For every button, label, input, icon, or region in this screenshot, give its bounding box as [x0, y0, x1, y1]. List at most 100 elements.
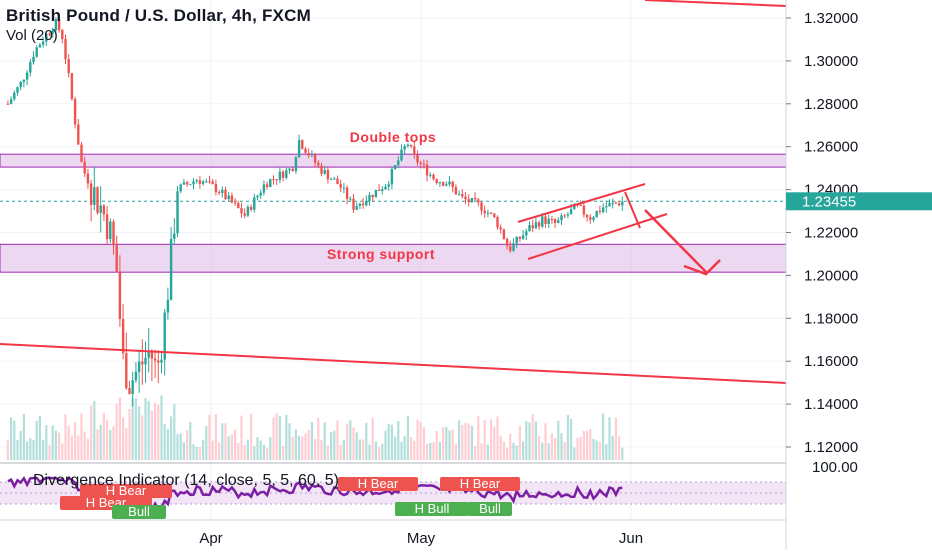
candle-body: [57, 19, 61, 31]
volume-bar: [150, 410, 153, 460]
candle-body: [48, 33, 51, 35]
strong-support-label: Strong support: [327, 246, 435, 262]
candle-body: [131, 380, 134, 394]
candle-body: [29, 62, 32, 73]
volume-bar: [410, 436, 413, 460]
candle-body: [275, 179, 278, 181]
candle-body: [397, 160, 400, 165]
candle-body: [134, 371, 138, 381]
volume-bar: [422, 427, 425, 460]
volume-bar: [102, 412, 105, 460]
indicator-axis-tick: 100.00: [812, 459, 858, 476]
volume-bar: [198, 446, 201, 460]
candle-body: [272, 179, 275, 181]
volume-bar: [163, 424, 166, 460]
candle-body: [592, 217, 595, 220]
volume-bar: [307, 429, 310, 460]
candle-body: [256, 195, 259, 198]
candle-body: [339, 184, 342, 188]
candle-body: [141, 361, 144, 365]
volume-bar: [218, 442, 221, 460]
candle-body: [617, 203, 621, 206]
candle-body: [387, 184, 390, 187]
candle-body: [608, 203, 611, 207]
volume-bar: [314, 439, 317, 460]
candle-body: [512, 243, 515, 251]
candle-body: [550, 218, 554, 220]
candle-body: [70, 73, 74, 99]
volume-bar: [579, 436, 582, 460]
divergence-label-bg: [112, 505, 166, 519]
candle-body: [67, 59, 70, 74]
candle-body: [425, 164, 429, 176]
volume-bar: [112, 426, 115, 460]
price-tick-label: 1.32000: [804, 10, 858, 27]
volume-bar: [26, 441, 29, 460]
candle-body: [563, 215, 566, 217]
volume-bar: [291, 436, 294, 460]
volume-bar: [467, 423, 470, 460]
long-trend-line: [0, 343, 787, 384]
candle-body: [182, 182, 186, 185]
candle-body: [589, 217, 592, 220]
candle-body: [355, 206, 358, 210]
volume-bar: [131, 398, 134, 460]
candle-body: [429, 174, 432, 176]
candle-body: [509, 246, 512, 251]
volume-bar: [406, 415, 409, 460]
candle-body: [246, 206, 250, 216]
volume-bar: [378, 447, 381, 460]
volume-bar: [544, 423, 547, 460]
candle-body: [329, 179, 333, 181]
divergence-label-bg: [80, 484, 172, 498]
candle-body: [528, 225, 531, 232]
time-axis[interactable]: Apr May Jun: [0, 519, 786, 547]
volume-bar: [211, 440, 214, 460]
volume-bar: [10, 417, 13, 460]
price-axis[interactable]: 1.320001.300001.280001.260001.240001.220…: [785, 0, 932, 550]
candle-body: [163, 312, 166, 360]
volume-bar: [486, 444, 489, 460]
candle-body: [505, 239, 509, 247]
candle-body: [585, 214, 589, 218]
candle-body: [457, 194, 461, 196]
candle-body: [553, 219, 557, 223]
volume-bar: [16, 439, 19, 460]
volume-bar: [118, 397, 121, 460]
volume-bar: [58, 432, 61, 460]
candle-body: [435, 179, 438, 183]
volume-bar: [474, 445, 477, 460]
volume-bar: [160, 395, 163, 460]
volume-bar: [621, 447, 624, 460]
volume-bar: [326, 445, 329, 460]
volume-bar: [208, 414, 211, 460]
volume-bar: [397, 421, 400, 460]
volume-bar: [157, 404, 160, 460]
volume-bar: [144, 397, 147, 460]
candle-body: [515, 236, 518, 244]
candle-body: [320, 165, 323, 174]
volume-bar: [506, 447, 509, 460]
candle-body: [64, 38, 67, 60]
candle-body: [166, 299, 170, 313]
volume-bar: [266, 447, 269, 460]
volume-bar: [301, 436, 304, 460]
volume-bar: [51, 425, 54, 460]
volume-bar: [438, 441, 441, 460]
volume-bar: [115, 403, 118, 460]
current-price-value: 1.23455: [802, 193, 856, 210]
volume-bar: [243, 444, 246, 460]
candle-body: [403, 146, 406, 150]
drawings[interactable]: [0, 0, 787, 384]
candle-body: [537, 222, 541, 227]
volume-bar: [563, 441, 566, 460]
volume-bar: [515, 445, 518, 460]
candle-body: [496, 217, 499, 228]
candle-body: [294, 157, 298, 171]
candle-body: [233, 202, 237, 204]
candle-body: [349, 198, 352, 200]
candle-body: [89, 183, 93, 205]
candle-body: [262, 184, 266, 193]
